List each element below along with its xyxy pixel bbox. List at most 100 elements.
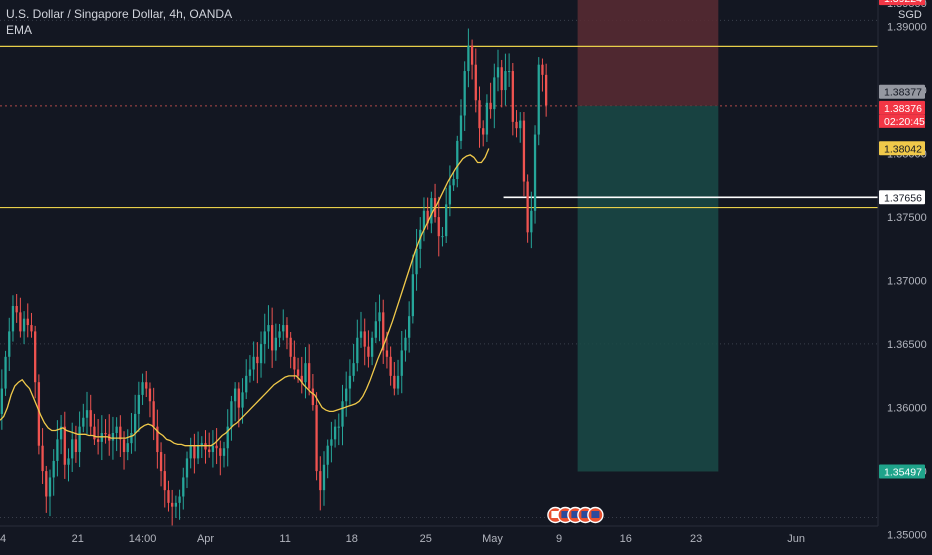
candle-body — [89, 410, 92, 427]
candle-body — [256, 356, 259, 364]
ema-line — [0, 148, 490, 447]
candle-body — [159, 452, 163, 472]
candle-body — [185, 458, 189, 478]
candle-body — [448, 185, 452, 205]
price-tag-text: 1.38042 — [884, 143, 922, 155]
candle-body — [111, 433, 115, 441]
y-tick-label: 1.36500 — [887, 339, 927, 351]
take-profit-zone[interactable] — [577, 105, 719, 472]
candle-body — [122, 439, 126, 453]
candle-body — [259, 344, 263, 364]
candle-body — [304, 363, 307, 383]
candle-body — [437, 217, 440, 237]
candle-body — [85, 410, 89, 418]
price-tag-box — [879, 141, 925, 156]
candle-body — [467, 45, 470, 72]
candle-body — [363, 331, 366, 347]
candle-body — [493, 77, 496, 110]
symbol-title[interactable]: U.S. Dollar / Singapore Dollar, 4h, OAND… — [6, 7, 233, 21]
candle-body — [241, 392, 244, 408]
candle-body — [463, 71, 466, 116]
candle-body — [233, 388, 237, 402]
candle-body — [200, 443, 203, 446]
x-tick-label: May — [482, 533, 503, 545]
price-tag: 1.38377 — [879, 84, 925, 99]
candle-body — [82, 417, 85, 427]
candle-body — [385, 350, 389, 357]
candle-body — [308, 363, 311, 389]
flag-field — [581, 511, 590, 518]
currency-label[interactable]: SGD — [898, 9, 922, 21]
candle-body — [396, 375, 400, 389]
candle-body — [326, 445, 329, 465]
price-tag: 1.39224 — [879, 0, 925, 5]
candle-body — [78, 426, 81, 453]
candle-body — [222, 448, 226, 456]
candle-body — [126, 443, 129, 453]
x-tick-label: 14 — [0, 533, 6, 545]
candle-body — [52, 460, 55, 478]
candle-body — [34, 331, 37, 383]
x-tick-label: 14:00 — [129, 533, 157, 545]
y-tick-label: 1.36000 — [887, 403, 927, 415]
position-tool[interactable] — [577, 0, 719, 472]
x-tick-label: Apr — [197, 533, 214, 545]
candle-body — [445, 204, 448, 237]
candle-body — [322, 464, 326, 491]
price-tag-text: 1.38376 — [884, 103, 922, 115]
price-tag-text: 1.37656 — [884, 192, 922, 204]
candle-body — [456, 140, 459, 179]
candle-body — [208, 449, 211, 453]
candle-body — [67, 458, 70, 465]
candle-body — [174, 502, 178, 507]
candle-body — [196, 445, 200, 459]
flag-field — [571, 511, 580, 518]
candle-body — [474, 64, 477, 101]
candle-body — [370, 337, 374, 357]
stop-loss-zone[interactable] — [577, 0, 719, 106]
event-markers[interactable] — [547, 506, 604, 524]
price-tag: 1.37656 — [879, 190, 925, 205]
countdown-box — [879, 114, 925, 128]
x-tick-label: 16 — [620, 533, 632, 545]
candle-body — [226, 426, 229, 449]
candle-body — [59, 426, 63, 440]
candle-body — [341, 401, 344, 427]
candle-body — [289, 337, 292, 357]
candle-body — [311, 388, 315, 406]
candle-body — [71, 439, 74, 459]
price-tag-text: 1.38377 — [884, 87, 922, 99]
candle-body — [345, 388, 348, 402]
chart-legend: U.S. Dollar / Singapore Dollar, 4h, OAND… — [6, 6, 232, 38]
candle-body — [382, 312, 385, 351]
candle-body — [263, 331, 266, 345]
candle-body — [96, 439, 100, 442]
x-tick-label: 11 — [279, 533, 290, 545]
event-flag-icon[interactable] — [587, 506, 604, 524]
candle-body — [459, 115, 463, 141]
candle-body — [130, 433, 133, 444]
candle-body — [278, 331, 281, 338]
candle-body — [0, 388, 3, 414]
x-tick-label: 9 — [556, 533, 562, 545]
candle-body — [63, 426, 66, 465]
candle-body — [541, 64, 544, 75]
candle-body — [245, 375, 248, 393]
candle-body — [522, 120, 526, 182]
candle-body — [393, 375, 396, 389]
currency-badge[interactable] — [893, 8, 919, 21]
price-tag: 1.38042 — [879, 141, 925, 156]
candle-body — [411, 274, 414, 317]
candle-body — [30, 325, 33, 332]
candle-body — [211, 445, 215, 453]
indicator-label[interactable]: EMA — [6, 23, 33, 37]
candle-body — [167, 490, 170, 503]
candle-body — [333, 426, 337, 440]
candle-body — [374, 321, 377, 338]
candle-body — [507, 71, 511, 73]
y-tick-label: 1.37000 — [887, 276, 927, 288]
countdown-text: 02:20:45 — [884, 116, 925, 128]
candle-body — [148, 388, 152, 402]
